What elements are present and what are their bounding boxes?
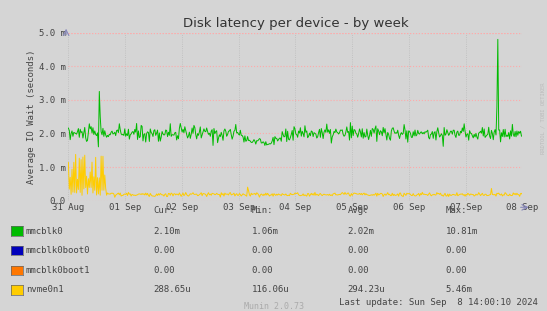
Text: Min:: Min: [252, 206, 273, 215]
Text: 0.00: 0.00 [153, 246, 174, 255]
Text: 2.10m: 2.10m [153, 227, 180, 235]
Text: 0.00: 0.00 [153, 266, 174, 275]
Text: RRDTOOL / TOBI OETIKER: RRDTOOL / TOBI OETIKER [541, 82, 546, 154]
Text: Cur:: Cur: [153, 206, 174, 215]
Text: Max:: Max: [446, 206, 467, 215]
Text: Avg:: Avg: [347, 206, 369, 215]
Text: 0.00: 0.00 [446, 266, 467, 275]
Text: 294.23u: 294.23u [347, 285, 385, 294]
Text: 288.65u: 288.65u [153, 285, 191, 294]
Y-axis label: Average IO Wait (seconds): Average IO Wait (seconds) [27, 49, 36, 184]
Text: mmcblk0: mmcblk0 [26, 227, 63, 235]
Text: mmcblk0boot0: mmcblk0boot0 [26, 246, 90, 255]
Text: 0.00: 0.00 [252, 246, 273, 255]
Title: Disk latency per device - by week: Disk latency per device - by week [183, 17, 408, 30]
Text: 10.81m: 10.81m [446, 227, 478, 235]
Text: nvme0n1: nvme0n1 [26, 285, 63, 294]
Text: 0.00: 0.00 [252, 266, 273, 275]
Text: 2.02m: 2.02m [347, 227, 374, 235]
Text: 1.06m: 1.06m [252, 227, 278, 235]
Text: 5.46m: 5.46m [446, 285, 473, 294]
Text: Last update: Sun Sep  8 14:00:10 2024: Last update: Sun Sep 8 14:00:10 2024 [339, 298, 538, 307]
Text: mmcblk0boot1: mmcblk0boot1 [26, 266, 90, 275]
Text: 116.06u: 116.06u [252, 285, 289, 294]
Text: 0.00: 0.00 [347, 266, 369, 275]
Text: 0.00: 0.00 [347, 246, 369, 255]
Text: Munin 2.0.73: Munin 2.0.73 [243, 301, 304, 310]
Text: 0.00: 0.00 [446, 246, 467, 255]
